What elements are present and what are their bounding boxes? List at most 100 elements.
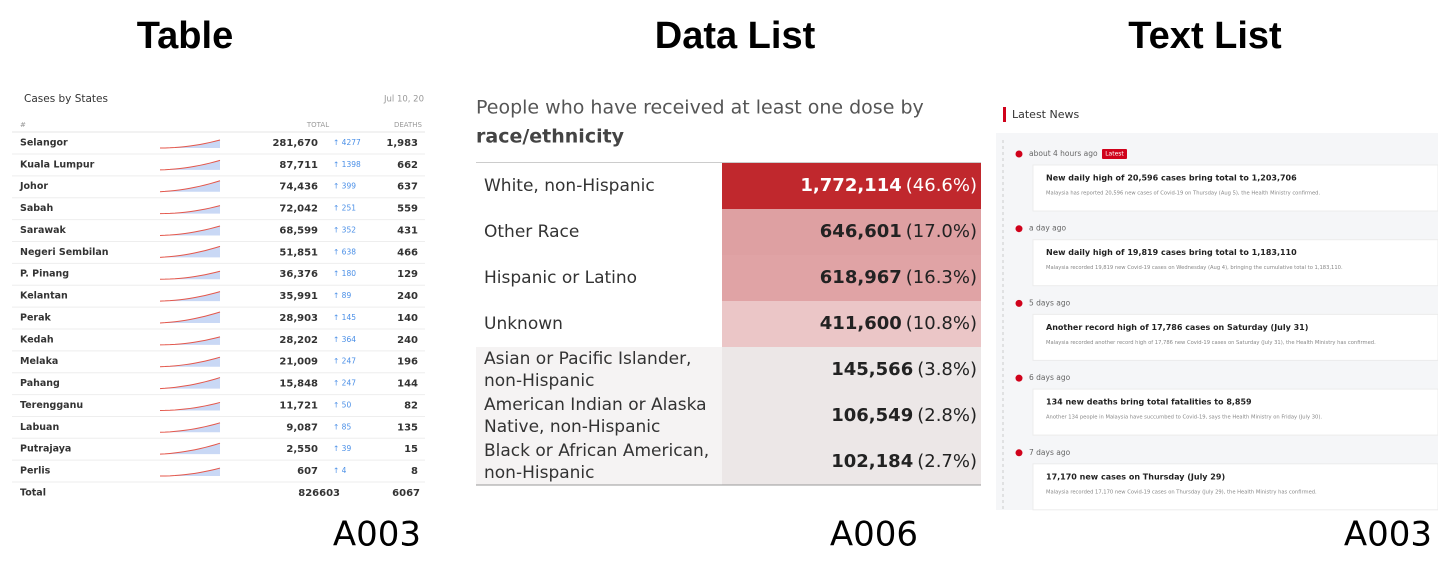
label-cell	[476, 255, 722, 301]
total-cases: 72,042	[279, 204, 318, 215]
label-cell	[476, 439, 722, 485]
state-name: Sabah	[20, 203, 53, 214]
sparkline-area	[160, 336, 220, 345]
sparkline	[159, 336, 221, 346]
percent: (46.6%)	[906, 175, 977, 196]
sparkline-area	[160, 225, 220, 236]
count: 106,549	[831, 405, 913, 426]
total-cases: 21,009	[279, 357, 318, 368]
sparkline-area	[160, 422, 220, 433]
heading: People who have received at least one do…	[476, 97, 924, 119]
deaths: 559	[397, 204, 418, 215]
panel-code: A003	[333, 515, 421, 555]
badge-bg	[1102, 149, 1127, 159]
deaths: 240	[397, 291, 418, 302]
heading: race/ethnicity	[476, 126, 625, 148]
count: 1,772,114	[800, 175, 901, 196]
timeline-dot	[1015, 449, 1023, 457]
card	[1032, 463, 1438, 511]
value-cell	[722, 439, 981, 485]
sparkline-area	[160, 140, 220, 148]
row-label: American Indian or Alaska	[484, 395, 707, 415]
label-cell	[476, 209, 722, 255]
sparkline-area	[160, 357, 220, 367]
row-value: 145,566 (3.8%)	[831, 359, 977, 380]
state-name: Johor	[19, 181, 48, 192]
table-panel: Cases by States Jul 10, 20 # TOTAL DEATHS Sel…	[12, 85, 425, 505]
deaths: 431	[397, 225, 418, 236]
new-cases: ↑ 399	[333, 182, 356, 191]
sparkline	[159, 401, 221, 411]
card	[1032, 164, 1438, 212]
total-cases: 74,436	[279, 182, 318, 193]
sparkline	[159, 422, 221, 433]
total-cases: 281,670	[272, 138, 318, 149]
total-cases: 28,202	[279, 335, 318, 346]
state-name: Terengganu	[20, 400, 83, 411]
total-label: Total	[20, 487, 46, 498]
new-cases: ↑ 247	[333, 379, 356, 388]
state-name: Kedah	[20, 334, 54, 345]
value-cell	[722, 163, 981, 209]
deaths: 637	[397, 182, 418, 193]
summary: Malaysia recorded 19,819 new Covid-19 ca…	[1046, 265, 1343, 271]
panel-code: A006	[830, 515, 918, 555]
label-cell	[476, 163, 722, 209]
sparkline-area	[160, 205, 220, 214]
headline: New daily high of 20,596 cases bring tot…	[1046, 174, 1297, 183]
panel-title: Text List	[1128, 15, 1282, 57]
row-label: Asian or Pacific Islander,	[484, 349, 691, 369]
sparkline	[159, 467, 221, 477]
row-label: non-Hispanic	[484, 463, 595, 483]
time-ago: 7 days ago	[1029, 448, 1071, 457]
total-cases: 68,599	[279, 225, 318, 236]
sparkline	[159, 245, 221, 258]
sparkline	[159, 442, 221, 455]
data-list-panel: People who have received at least one do…	[476, 97, 981, 486]
sparkline	[159, 377, 221, 390]
total-cases: 11,721	[279, 400, 318, 411]
value-cell	[722, 255, 981, 301]
row-value: 646,601 (17.0%)	[820, 221, 977, 242]
sparkline-area	[160, 468, 220, 477]
deaths: 82	[404, 400, 418, 411]
sparkline	[159, 139, 221, 149]
row-label: non-Hispanic	[484, 371, 595, 391]
row-label: Other Race	[484, 222, 579, 242]
sparkline-area	[160, 311, 220, 323]
panel-title: Data List	[655, 15, 816, 57]
deaths: 135	[397, 422, 418, 433]
summary: Another 134 people in Malaysia have succ…	[1046, 415, 1322, 421]
new-cases: ↑ 89	[333, 291, 351, 300]
state-name: Pahang	[20, 378, 60, 389]
percent: (2.8%)	[917, 405, 977, 426]
new-cases: ↑ 638	[333, 247, 356, 256]
total-cases: 15,848	[279, 379, 318, 390]
sparkline	[159, 291, 221, 302]
deaths: 8	[411, 466, 418, 477]
deaths: 140	[397, 313, 418, 324]
row-label: Black or African American,	[484, 441, 709, 461]
sparkline-area	[160, 180, 220, 192]
sparkline	[159, 270, 221, 280]
label-cell	[476, 347, 722, 393]
new-cases: ↑ 50	[333, 400, 351, 409]
state-name: Selangor	[20, 138, 68, 149]
sparkline-area	[160, 377, 220, 389]
row-label: Native, non-Hispanic	[484, 417, 660, 437]
value-cell	[722, 393, 981, 439]
new-cases: ↑ 251	[333, 204, 356, 213]
total-cases: 36,376	[279, 269, 318, 280]
summary: Malaysia recorded another record high of…	[1046, 340, 1376, 346]
value-cell	[722, 301, 981, 347]
new-cases: ↑ 352	[333, 225, 356, 234]
state-name: Perak	[20, 312, 52, 323]
timeline-dot	[1015, 299, 1023, 307]
count: 646,601	[820, 221, 902, 242]
header-bg	[996, 95, 1438, 133]
total-cases: 826603	[298, 488, 340, 499]
state-name: Sarawak	[20, 225, 67, 236]
row-label: Hispanic or Latino	[484, 268, 637, 288]
sparkline-area	[160, 291, 220, 302]
col-header: #	[20, 121, 26, 129]
